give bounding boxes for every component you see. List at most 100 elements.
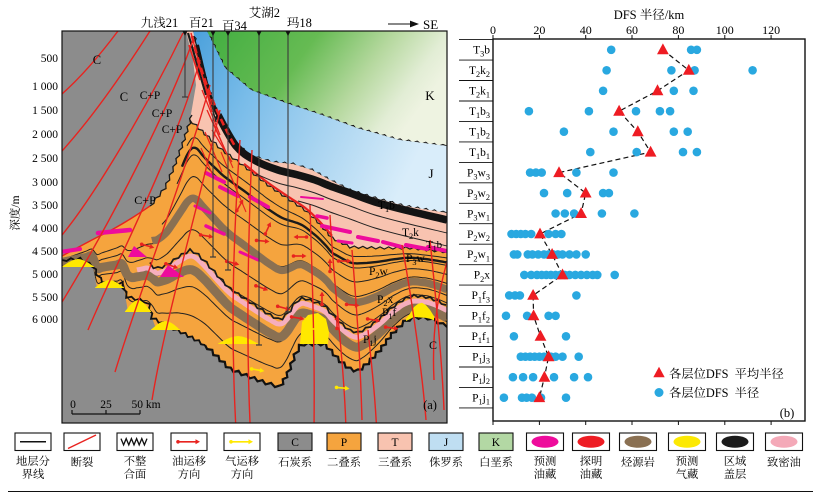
svg-text:P: P [472, 392, 478, 404]
svg-text:P: P [369, 266, 375, 278]
svg-text:P: P [472, 352, 478, 364]
svg-text:2: 2 [486, 316, 490, 325]
svg-text:2: 2 [375, 271, 379, 280]
svg-text:2: 2 [476, 70, 480, 79]
svg-text:P: P [363, 334, 369, 346]
svg-text:DFS: DFS [614, 8, 637, 22]
svg-text:T: T [473, 45, 480, 57]
svg-text:w: w [478, 188, 487, 200]
svg-text:2: 2 [486, 377, 490, 386]
svg-text:K: K [492, 437, 501, 449]
svg-text:2 500: 2 500 [32, 153, 58, 165]
svg-text:60: 60 [626, 23, 638, 37]
svg-text:P: P [382, 307, 388, 319]
svg-text:3: 3 [473, 213, 477, 222]
svg-text:50 km: 50 km [132, 399, 161, 411]
svg-text:(b): (b) [780, 406, 795, 420]
svg-text:1: 1 [476, 152, 480, 161]
svg-text:w: w [478, 167, 487, 179]
svg-text:3: 3 [480, 50, 484, 59]
svg-text:1: 1 [486, 91, 490, 100]
svg-text:3 500: 3 500 [32, 200, 58, 212]
svg-text:k: k [480, 86, 486, 98]
svg-text:2: 2 [486, 132, 490, 141]
svg-text:1: 1 [388, 312, 392, 321]
svg-text:f: f [393, 307, 397, 319]
svg-text:3: 3 [412, 258, 416, 267]
svg-text:3: 3 [486, 173, 490, 182]
svg-text:/km: /km [665, 8, 685, 22]
svg-text:3: 3 [473, 193, 477, 202]
svg-text:C+P: C+P [162, 124, 183, 136]
svg-text:b: b [437, 239, 443, 251]
svg-text:1: 1 [369, 339, 373, 348]
svg-text:1: 1 [479, 357, 483, 366]
svg-text:T: T [402, 227, 409, 239]
svg-text:2: 2 [473, 254, 477, 263]
svg-text:1: 1 [486, 398, 490, 407]
svg-text:1: 1 [385, 205, 389, 214]
svg-text:b: b [480, 147, 486, 159]
svg-text:1: 1 [476, 132, 480, 141]
svg-text:w: w [380, 266, 389, 278]
svg-text:5 000: 5 000 [32, 269, 58, 281]
svg-text:DFS: DFS [706, 386, 729, 400]
svg-text:j: j [482, 352, 486, 364]
svg-text:P: P [467, 188, 473, 200]
svg-text:T: T [469, 147, 476, 159]
svg-text:1: 1 [486, 213, 490, 222]
svg-text:K: K [425, 88, 435, 103]
svg-text:k: k [413, 227, 419, 239]
svg-text:3: 3 [486, 357, 490, 366]
svg-text:SE: SE [423, 17, 438, 32]
svg-text:T: T [469, 65, 476, 77]
svg-text:1: 1 [478, 336, 482, 345]
svg-text:C+P: C+P [152, 108, 173, 120]
svg-text:2: 2 [383, 299, 387, 308]
svg-text:j: j [373, 334, 377, 346]
svg-text:3: 3 [486, 295, 490, 304]
svg-text:0: 0 [70, 399, 76, 411]
svg-text:1: 1 [478, 316, 482, 325]
svg-text:1: 1 [433, 244, 437, 253]
svg-text:C+P: C+P [140, 90, 161, 102]
svg-text:C: C [291, 437, 299, 449]
svg-text:25: 25 [100, 399, 112, 411]
svg-text:4 500: 4 500 [32, 246, 58, 258]
svg-text:C: C [429, 338, 437, 352]
svg-text:1: 1 [476, 111, 480, 120]
svg-text:120: 120 [762, 23, 780, 37]
svg-text:0: 0 [490, 23, 496, 37]
svg-text:P: P [472, 372, 478, 384]
svg-text:100: 100 [716, 23, 734, 37]
svg-text:T: T [378, 200, 385, 212]
svg-text:C: C [93, 53, 101, 67]
svg-text:f: f [482, 290, 486, 302]
svg-text:k: k [480, 65, 486, 77]
svg-text:2 000: 2 000 [32, 129, 58, 141]
svg-text:w: w [478, 208, 487, 220]
svg-text:P: P [471, 311, 477, 323]
svg-text:P: P [467, 167, 473, 179]
svg-text:P: P [377, 294, 383, 306]
svg-text:2: 2 [476, 91, 480, 100]
svg-text:P: P [474, 270, 480, 282]
svg-text:T: T [392, 437, 399, 449]
svg-text:3: 3 [486, 111, 490, 120]
svg-text:/m: /m [10, 195, 22, 207]
svg-text:21: 21 [201, 16, 214, 30]
svg-text:1: 1 [486, 152, 490, 161]
svg-text:T: T [426, 239, 433, 251]
svg-text:P: P [467, 229, 473, 241]
svg-text:J: J [429, 166, 434, 181]
svg-text:w: w [417, 253, 426, 265]
svg-text:2: 2 [486, 70, 490, 79]
svg-text:b: b [480, 126, 486, 138]
svg-text:f: f [482, 331, 486, 343]
svg-text:2: 2 [473, 234, 477, 243]
svg-text:P: P [471, 290, 477, 302]
svg-text:x: x [388, 294, 394, 306]
svg-text:21: 21 [166, 16, 179, 30]
svg-text:T: T [469, 106, 476, 118]
svg-text:1: 1 [486, 336, 490, 345]
